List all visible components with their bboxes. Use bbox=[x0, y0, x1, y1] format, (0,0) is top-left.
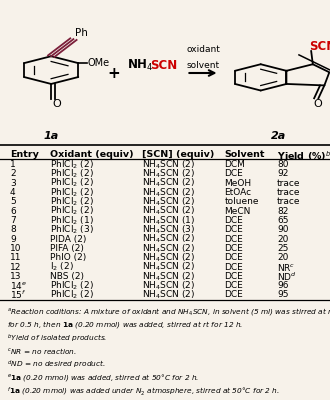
Text: trace: trace bbox=[277, 197, 301, 206]
Text: NH$_4$SCN (2): NH$_4$SCN (2) bbox=[142, 158, 195, 171]
Text: $^a$Reaction coditions: A mixture of oxidant and NH$_4$SCN, in solvent (5 ml) wa: $^a$Reaction coditions: A mixture of oxi… bbox=[7, 306, 330, 317]
Text: PhICl$_2$ (3): PhICl$_2$ (3) bbox=[50, 224, 93, 236]
Text: PhICl$_2$ (2): PhICl$_2$ (2) bbox=[50, 289, 93, 301]
Text: 65: 65 bbox=[277, 216, 289, 225]
Text: $^b$Yield of isolated products.: $^b$Yield of isolated products. bbox=[7, 332, 107, 345]
Text: 2a: 2a bbox=[271, 131, 286, 141]
Text: $^d$ND = no desired product.: $^d$ND = no desired product. bbox=[7, 359, 105, 371]
Text: DCE: DCE bbox=[224, 281, 243, 290]
Text: NH$_4$SCN (2): NH$_4$SCN (2) bbox=[142, 279, 195, 292]
Text: DCE: DCE bbox=[224, 262, 243, 272]
Text: 15$^f$: 15$^f$ bbox=[10, 289, 26, 301]
Text: $^c$NR = no reaction.: $^c$NR = no reaction. bbox=[7, 346, 76, 356]
Text: Oxidant (equiv): Oxidant (equiv) bbox=[50, 150, 133, 158]
Text: ND$^d$: ND$^d$ bbox=[277, 270, 297, 282]
Text: NH$_4$SCN (2): NH$_4$SCN (2) bbox=[142, 205, 195, 217]
Text: 12: 12 bbox=[10, 262, 21, 272]
Text: NH$_4$SCN (3): NH$_4$SCN (3) bbox=[142, 224, 195, 236]
Text: Solvent: Solvent bbox=[224, 150, 265, 158]
Text: 92: 92 bbox=[277, 169, 288, 178]
Text: 20: 20 bbox=[277, 253, 288, 262]
Text: DCE: DCE bbox=[224, 253, 243, 262]
Text: NH$_4$SCN (2): NH$_4$SCN (2) bbox=[142, 261, 195, 273]
Text: 1a: 1a bbox=[44, 131, 59, 141]
Text: 1: 1 bbox=[10, 160, 16, 169]
Text: $^e$$\mathbf{1a}$ (0.20 mmol) was added, stirred at 50°C for 2 h.: $^e$$\mathbf{1a}$ (0.20 mmol) was added,… bbox=[7, 372, 199, 383]
Text: trace: trace bbox=[277, 179, 301, 188]
Text: NH$_4$SCN (2): NH$_4$SCN (2) bbox=[142, 252, 195, 264]
Text: PhICl$_2$ (2): PhICl$_2$ (2) bbox=[50, 196, 93, 208]
Text: PhICl$_2$ (2): PhICl$_2$ (2) bbox=[50, 168, 93, 180]
Text: 8: 8 bbox=[10, 225, 16, 234]
Text: OMe: OMe bbox=[87, 58, 110, 68]
Text: O: O bbox=[313, 100, 322, 110]
Text: MeOH: MeOH bbox=[224, 179, 251, 188]
Text: toluene: toluene bbox=[224, 197, 259, 206]
Text: PIFA (2): PIFA (2) bbox=[50, 244, 83, 253]
Text: 6: 6 bbox=[10, 206, 16, 216]
Text: NH$_4$: NH$_4$ bbox=[127, 58, 153, 73]
Text: 13: 13 bbox=[10, 272, 21, 281]
Text: trace: trace bbox=[277, 188, 301, 197]
Text: NH$_4$SCN (2): NH$_4$SCN (2) bbox=[142, 196, 195, 208]
Text: NH$_4$SCN (2): NH$_4$SCN (2) bbox=[142, 242, 195, 255]
Text: NH$_4$SCN (1): NH$_4$SCN (1) bbox=[142, 214, 195, 227]
Text: DCE: DCE bbox=[224, 225, 243, 234]
Text: Yield (%)$^{b)}$: Yield (%)$^{b)}$ bbox=[277, 150, 330, 163]
Text: DCE: DCE bbox=[224, 216, 243, 225]
Text: 2: 2 bbox=[10, 169, 16, 178]
Text: SCN: SCN bbox=[310, 40, 330, 53]
Text: 10: 10 bbox=[10, 244, 21, 253]
Text: NH$_4$SCN (2): NH$_4$SCN (2) bbox=[142, 168, 195, 180]
Text: 20: 20 bbox=[277, 234, 288, 244]
Text: 90: 90 bbox=[277, 225, 289, 234]
Text: 7: 7 bbox=[10, 216, 16, 225]
Text: NH$_4$SCN (2): NH$_4$SCN (2) bbox=[142, 233, 195, 245]
Text: NH$_4$SCN (2): NH$_4$SCN (2) bbox=[142, 186, 195, 199]
Text: DCE: DCE bbox=[224, 272, 243, 281]
Text: DCE: DCE bbox=[224, 244, 243, 253]
Text: NR$^c$: NR$^c$ bbox=[277, 262, 295, 272]
Text: Ph: Ph bbox=[75, 28, 88, 38]
Text: DCE: DCE bbox=[224, 169, 243, 178]
Text: O: O bbox=[52, 99, 61, 109]
Text: PhICl$_2$ (2): PhICl$_2$ (2) bbox=[50, 186, 93, 199]
Text: 3: 3 bbox=[10, 179, 16, 188]
Text: 82: 82 bbox=[277, 206, 288, 216]
Text: DCM: DCM bbox=[224, 160, 245, 169]
Text: PhICl$_2$ (2): PhICl$_2$ (2) bbox=[50, 158, 93, 171]
Text: 80: 80 bbox=[277, 160, 289, 169]
Text: SCN: SCN bbox=[150, 59, 178, 72]
Text: 96: 96 bbox=[277, 281, 289, 290]
Text: solvent: solvent bbox=[186, 61, 219, 70]
Text: MeCN: MeCN bbox=[224, 206, 251, 216]
Text: oxidant: oxidant bbox=[186, 45, 220, 54]
Text: 25: 25 bbox=[277, 244, 288, 253]
Text: EtOAc: EtOAc bbox=[224, 188, 251, 197]
Text: Entry: Entry bbox=[10, 150, 39, 158]
Text: for 0.5 h, then $\mathbf{1a}$ (0.20 mmol) was added, stirred at rt for 12 h.: for 0.5 h, then $\mathbf{1a}$ (0.20 mmol… bbox=[7, 319, 243, 330]
Text: NBS (2): NBS (2) bbox=[50, 272, 83, 281]
Text: 95: 95 bbox=[277, 290, 289, 300]
Text: NH$_4$SCN (2): NH$_4$SCN (2) bbox=[142, 177, 195, 189]
Text: NH$_4$SCN (2): NH$_4$SCN (2) bbox=[142, 289, 195, 301]
Text: 14$^e$: 14$^e$ bbox=[10, 280, 27, 291]
Text: PhICl$_2$ (2): PhICl$_2$ (2) bbox=[50, 205, 93, 217]
Text: PhICl$_2$ (2): PhICl$_2$ (2) bbox=[50, 177, 93, 189]
Text: PIDA (2): PIDA (2) bbox=[50, 234, 86, 244]
Text: I$_2$ (2): I$_2$ (2) bbox=[50, 261, 73, 273]
Text: DCE: DCE bbox=[224, 290, 243, 300]
Text: [SCN] (equiv): [SCN] (equiv) bbox=[142, 150, 214, 158]
Text: $^f$$\mathbf{1a}$ (0.20 mmol) was added under N$_2$ atmosphere, stirred at 50°C : $^f$$\mathbf{1a}$ (0.20 mmol) was added … bbox=[7, 385, 280, 398]
Text: 4: 4 bbox=[10, 188, 16, 197]
Text: 9: 9 bbox=[10, 234, 16, 244]
Text: 11: 11 bbox=[10, 253, 21, 262]
Text: PhICl$_2$ (2): PhICl$_2$ (2) bbox=[50, 279, 93, 292]
Text: 5: 5 bbox=[10, 197, 16, 206]
Text: +: + bbox=[108, 66, 120, 80]
Text: PhICl$_2$ (1): PhICl$_2$ (1) bbox=[50, 214, 93, 227]
Text: PhIO (2): PhIO (2) bbox=[50, 253, 86, 262]
Text: NH$_4$SCN (2): NH$_4$SCN (2) bbox=[142, 270, 195, 282]
Text: DCE: DCE bbox=[224, 234, 243, 244]
